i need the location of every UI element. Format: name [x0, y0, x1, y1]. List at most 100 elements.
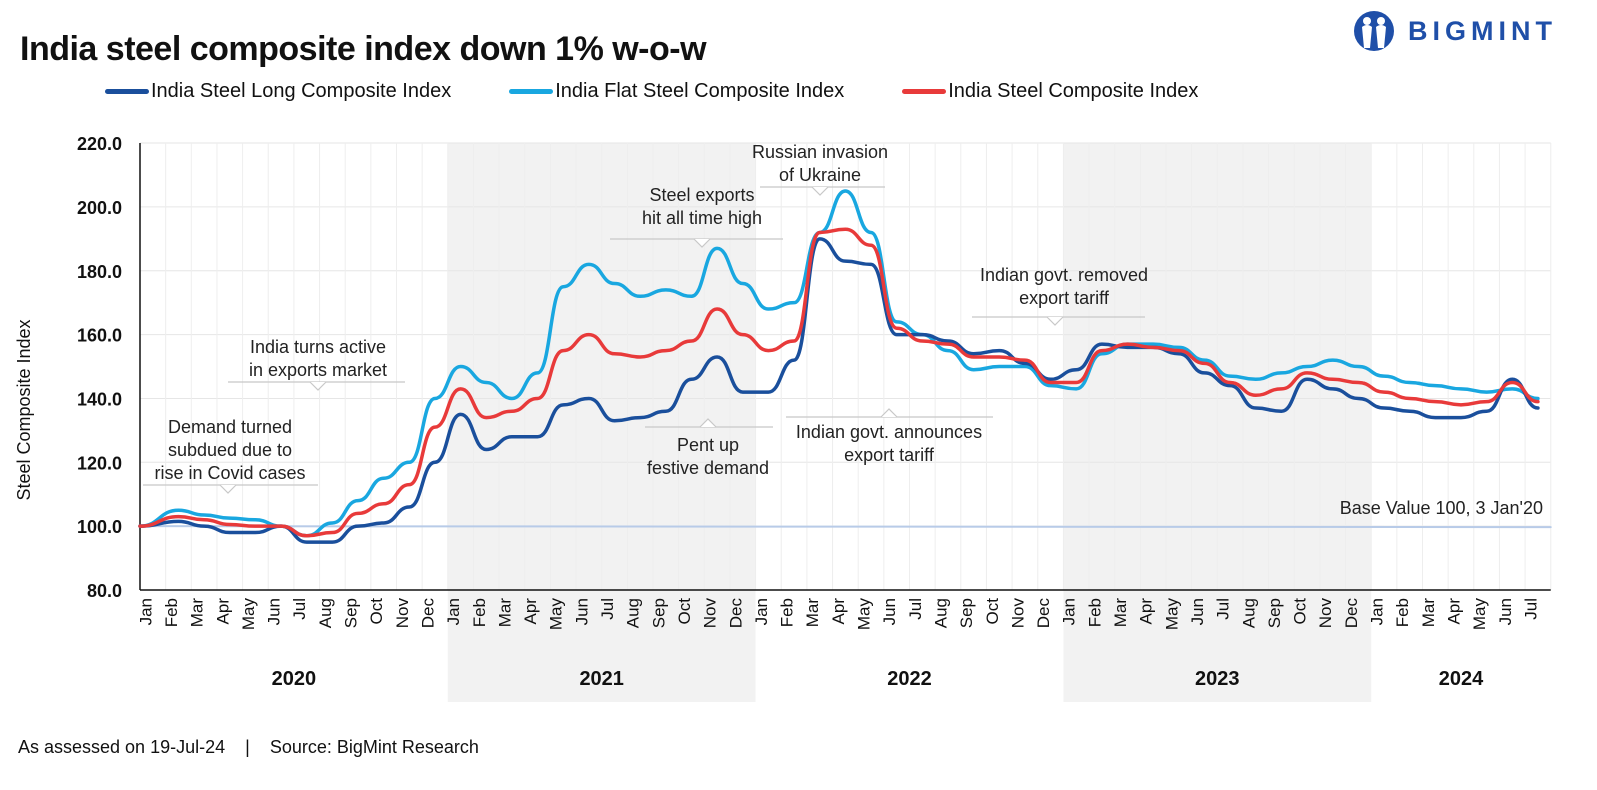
x-tick-label: Dec: [726, 598, 745, 629]
callout-pointer: [309, 381, 327, 391]
callout-pointer: [699, 418, 717, 428]
annotation-text: hit all time high: [642, 208, 762, 228]
x-tick-label: Feb: [162, 598, 181, 627]
footer: As assessed on 19-Jul-24 | Source: BigMint…: [18, 737, 479, 758]
annotation-exports-active: India turns active in exports market: [249, 337, 387, 380]
x-tick-label: Feb: [470, 598, 489, 627]
assessed-date: As assessed on 19-Jul-24: [18, 737, 226, 757]
callout-festive: [645, 418, 773, 428]
annotation-text: Russian invasion: [752, 142, 888, 162]
year-label-2023: 2023: [1195, 668, 1240, 690]
annotation-text: India turns active: [250, 337, 386, 357]
brand-name: BIGMINT: [1408, 15, 1557, 46]
line-chart: 80.0 100.0 120.0 140.0 160.0 180.0 200.0 220.0 S…: [14, 134, 1552, 703]
brand-logo: BIGMINT: [1350, 10, 1557, 52]
legend-label-flat: India Flat Steel Composite Index: [555, 80, 845, 102]
x-tick-label: Jun: [572, 598, 591, 625]
series-line-long: [138, 237, 1540, 544]
annotation-text: Indian govt. announces: [796, 422, 982, 442]
x-tick-label: Jun: [1496, 598, 1515, 625]
y-tick-label: 140.0: [77, 389, 122, 409]
year-label-2024: 2024: [1439, 668, 1484, 690]
chart-legend: India Steel Long Composite Index India F…: [105, 80, 1198, 103]
annotation-text: Indian govt. removed: [980, 265, 1148, 285]
x-tick-label: Apr: [1137, 598, 1156, 625]
annotation-text: rise in Covid cases: [154, 463, 305, 483]
x-tick-label: Mar: [1419, 598, 1438, 628]
legend-swatch-flat: [509, 89, 554, 94]
callout-pointer: [880, 408, 898, 418]
x-tick-label: Jul: [290, 598, 309, 620]
x-tick-label: Jul: [1214, 598, 1233, 620]
annotation-exports-high: Steel exports hit all time high: [642, 185, 762, 228]
source-note: Source: BigMint Research: [269, 737, 479, 757]
x-tick-label: Sep: [342, 598, 361, 628]
callout-pointer: [219, 484, 237, 494]
footer-separator: |: [245, 737, 250, 757]
legend-item-long[interactable]: India Steel Long Composite Index: [105, 80, 451, 103]
y-tick-label: 100.0: [77, 517, 122, 537]
y-tick-label: 180.0: [77, 262, 122, 282]
legend-item-flat[interactable]: India Flat Steel Composite Index: [509, 80, 844, 103]
x-tick-label: Aug: [316, 598, 335, 628]
annotation-base: Base Value 100, 3 Jan'20: [1340, 498, 1543, 518]
x-tick-label: May: [1470, 598, 1489, 631]
annotation-festive: Pent up festive demand: [647, 435, 769, 478]
x-tick-label: Oct: [367, 598, 386, 625]
x-tick-label: May: [547, 598, 566, 631]
annotation-text: of Ukraine: [779, 165, 861, 185]
x-tick-label: Feb: [1393, 598, 1412, 627]
annotation-covid: Demand turned subdued due to rise in Covid…: [154, 417, 305, 483]
x-tick-label: Dec: [1342, 598, 1361, 629]
x-tick-label: Jan: [444, 598, 463, 625]
x-tick-label: Dec: [1034, 598, 1053, 629]
x-tick-label: Oct: [1291, 598, 1310, 625]
year-label-2021: 2021: [579, 668, 624, 690]
x-tick-label: Nov: [701, 598, 720, 629]
year-label-2020: 2020: [272, 668, 317, 690]
x-tick-label: May: [239, 598, 258, 631]
annotation-russia: Russian invasion of Ukraine: [752, 142, 888, 185]
series-line-flat: [138, 189, 1540, 538]
callout-exports-high: [610, 238, 783, 248]
x-tick-label: Oct: [983, 598, 1002, 625]
x-tick-label: Jul: [906, 598, 925, 620]
callout-tariff-announce: [786, 408, 993, 418]
x-tick-label: Mar: [188, 598, 207, 628]
year-label-2022: 2022: [887, 668, 932, 690]
x-tick-label: Sep: [957, 598, 976, 628]
annotation-text: Demand turned: [168, 417, 292, 437]
series-line-composite: [138, 227, 1540, 538]
annotation-text: export tariff: [844, 445, 935, 465]
series-line-base: [139, 525, 1552, 529]
x-tick-label: Sep: [649, 598, 668, 628]
x-tick-label: Oct: [675, 598, 694, 625]
x-tick-label: Jul: [1521, 598, 1540, 620]
x-tick-label: Jan: [1368, 598, 1387, 625]
x-tick-label: Jan: [136, 598, 155, 625]
legend-swatch-composite: [902, 89, 947, 94]
callout-pointer: [1046, 316, 1064, 326]
y-tick-label: 160.0: [77, 326, 122, 346]
annotation-text: Steel exports: [649, 185, 754, 205]
legend-label-composite: India Steel Composite Index: [948, 80, 1199, 102]
callout-tariff-removed: [972, 316, 1145, 326]
annotation-text: export tariff: [1019, 288, 1110, 308]
y-axis-title: Steel Composite Index: [14, 319, 34, 500]
annotation-tariff-announce: Indian govt. announces export tariff: [796, 422, 982, 465]
x-tick-label: Nov: [393, 598, 412, 629]
x-tick-label: Feb: [778, 598, 797, 627]
x-tick-label: Mar: [803, 598, 822, 628]
x-tick-label: May: [855, 598, 874, 631]
chart-title: India steel composite index down 1% w-o-…: [20, 30, 707, 68]
x-tick-label: Dec: [418, 598, 437, 629]
x-tick-label: Mar: [495, 598, 514, 628]
x-tick-label: Sep: [1265, 598, 1284, 628]
x-tick-label: Aug: [931, 598, 950, 628]
x-tick-label: Jan: [752, 598, 771, 625]
annotation-tariff-removed: Indian govt. removed export tariff: [980, 265, 1148, 308]
x-tick-label: Apr: [1444, 598, 1463, 625]
legend-item-composite[interactable]: India Steel Composite Index: [902, 80, 1198, 103]
y-tick-label: 80.0: [87, 581, 122, 601]
x-tick-label: Apr: [521, 598, 540, 625]
